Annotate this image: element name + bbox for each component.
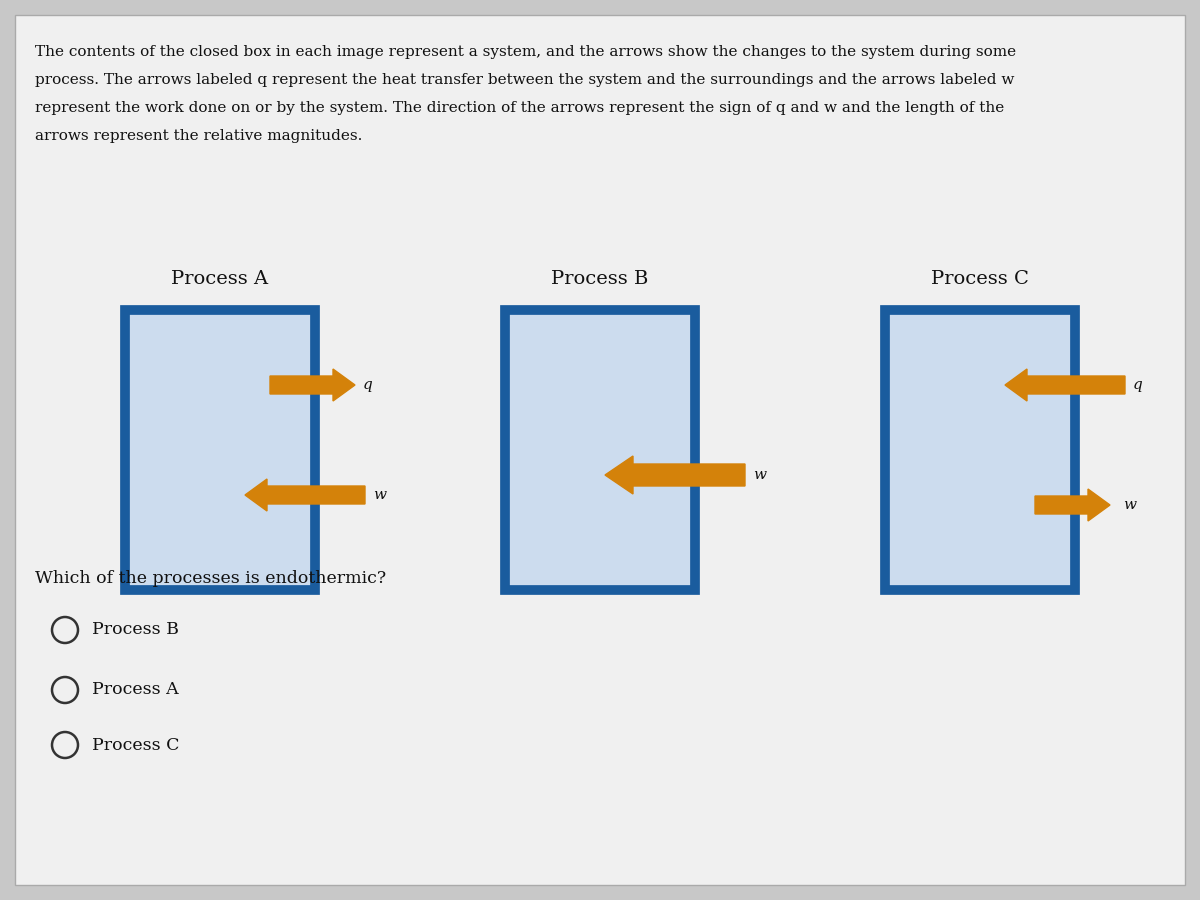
FancyArrow shape: [605, 456, 745, 494]
Text: represent the work done on or by the system. The direction of the arrows represe: represent the work done on or by the sys…: [35, 101, 1004, 115]
Text: w: w: [754, 468, 766, 482]
Text: w: w: [373, 488, 386, 502]
Text: Process B: Process B: [551, 270, 649, 288]
Text: The contents of the closed box in each image represent a system, and the arrows : The contents of the closed box in each i…: [35, 45, 1016, 59]
Text: w: w: [1123, 498, 1136, 512]
Text: Process C: Process C: [92, 736, 180, 753]
Text: Process C: Process C: [931, 270, 1028, 288]
Text: Process A: Process A: [92, 681, 179, 698]
FancyArrow shape: [1034, 489, 1110, 521]
Text: Which of the processes is endothermic?: Which of the processes is endothermic?: [35, 570, 386, 587]
Bar: [886, 310, 1075, 590]
Text: Process B: Process B: [92, 622, 179, 638]
Text: q: q: [364, 378, 373, 392]
Text: q: q: [1133, 378, 1142, 392]
Text: arrows represent the relative magnitudes.: arrows represent the relative magnitudes…: [35, 129, 362, 143]
Text: Process A: Process A: [172, 270, 269, 288]
Bar: [505, 310, 695, 590]
FancyArrow shape: [1006, 369, 1126, 401]
FancyArrow shape: [245, 479, 365, 511]
Bar: [125, 310, 314, 590]
FancyArrow shape: [270, 369, 355, 401]
Text: process. The arrows labeled q represent the heat transfer between the system and: process. The arrows labeled q represent …: [35, 73, 1014, 87]
